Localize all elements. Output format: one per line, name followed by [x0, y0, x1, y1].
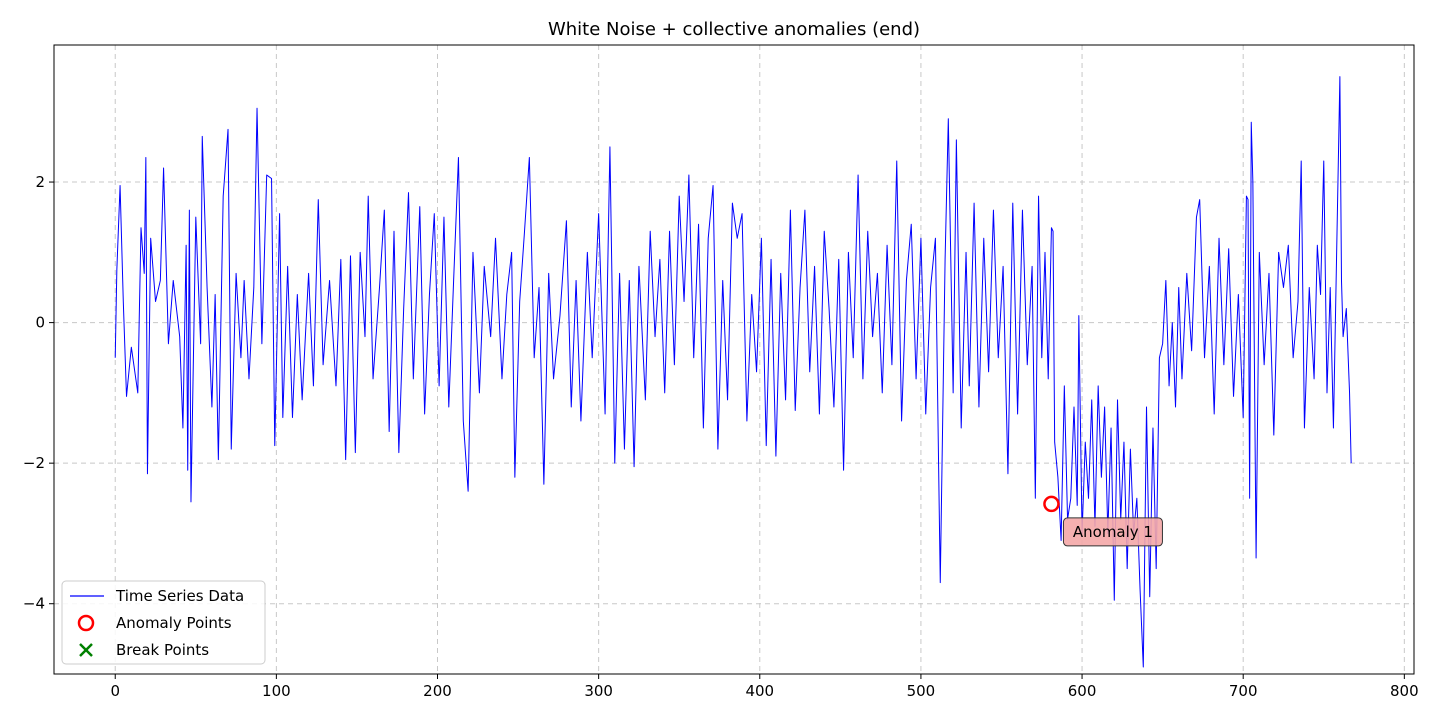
x-tick-label: 400	[745, 682, 774, 700]
x-tick-label: 100	[262, 682, 291, 700]
legend-x-marker	[79, 643, 93, 657]
anomaly-annotation: Anomaly 1	[1062, 517, 1163, 547]
plot-frame	[53, 44, 1415, 675]
legend: Time Series Data Anomaly Points Break Po…	[61, 580, 266, 665]
y-tick-label: −2	[23, 454, 45, 472]
series-layer	[114, 76, 1352, 668]
y-tick-label: −4	[23, 595, 45, 613]
legend-label-anomaly: Anomaly Points	[116, 614, 232, 632]
y-tick-label: 0	[35, 314, 45, 332]
series-line	[114, 76, 1352, 668]
x-axis: 0 100 200 300 400 500 600 700 800	[110, 674, 1419, 700]
y-tick-label: 2	[35, 173, 45, 191]
anomaly-layer	[1043, 495, 1060, 513]
x-tick-label: 200	[423, 682, 452, 700]
anomaly-point	[1043, 495, 1060, 513]
x-tick-label: 500	[907, 682, 936, 700]
annotation-box	[1062, 517, 1163, 547]
chart-title: White Noise + collective anomalies (end)	[548, 19, 920, 40]
x-tick-label: 0	[110, 682, 120, 700]
x-tick-label: 700	[1229, 682, 1258, 700]
grid-lines	[54, 45, 1414, 674]
y-axis: −4 −2 0 2	[23, 173, 54, 613]
annotation-layer: Anomaly 1	[1062, 517, 1163, 547]
legend-label-series: Time Series Data	[115, 587, 244, 605]
legend-box	[61, 580, 266, 665]
x-tick-label: 600	[1068, 682, 1097, 700]
x-tick-label: 300	[584, 682, 613, 700]
annotation-label: Anomaly 1	[1073, 523, 1153, 541]
x-tick-label: 800	[1390, 682, 1419, 700]
legend-label-break: Break Points	[116, 641, 209, 659]
legend-circle-marker	[77, 614, 95, 632]
